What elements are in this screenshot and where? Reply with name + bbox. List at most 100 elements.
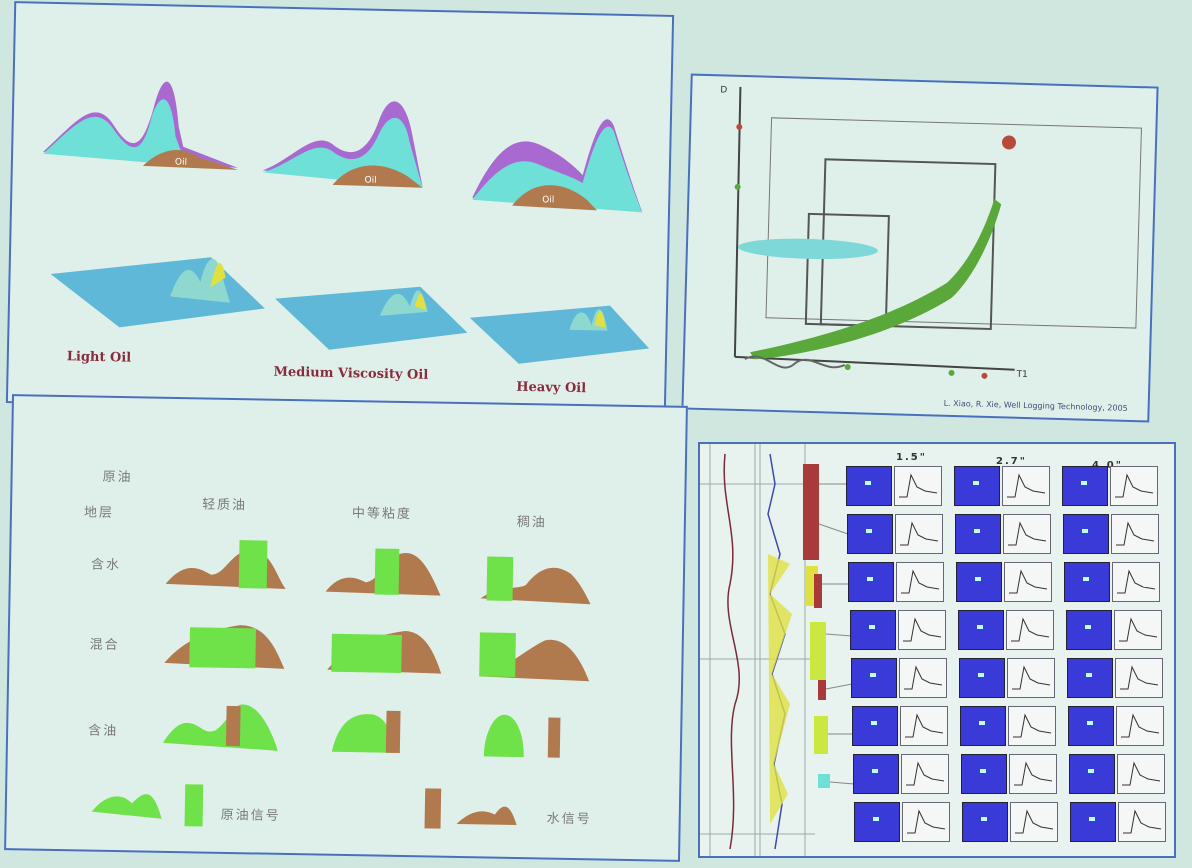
map-tile [1062,466,1108,506]
map-tile-dot [865,481,871,485]
map-tile [850,658,897,698]
distribution-plot [1010,802,1059,842]
y-axis [733,86,742,357]
map-tile-dot [872,769,879,773]
column-4-0: 4.0" [1092,460,1123,471]
well-log-diagram [700,444,855,856]
map-tile [955,514,1002,554]
cell-water-heavy [480,556,591,605]
map-tile-dot [1082,529,1089,533]
oil-tag-light: Oil [175,158,187,168]
map-tile-dot [868,625,875,629]
map-tile [849,610,896,650]
axis-y-label: D [720,85,727,95]
map-tile [853,754,900,794]
distribution-plot [898,658,947,698]
column-2-7: 2.7" [996,456,1027,467]
well-log-maps-panel: 1.5" 2.7" 4.0" [698,442,1176,858]
label-heavy-oil: Heavy Oil [516,379,587,397]
distribution-plot [1006,658,1055,698]
map-tile-dot [866,529,873,533]
distribution-plot [897,610,946,650]
signal-shapes [91,540,591,829]
log-tracks [700,444,815,856]
map-tile [854,802,901,842]
distribution-plot [1113,610,1162,650]
fluid-signal-matrix-panel: 原油 地层 轻质油 中等粘度 稠油 含水 混合 含油 原油信号 水信号 [4,394,688,862]
distribution-plot [1118,802,1167,842]
map-tile [956,562,1003,602]
map-tile-dot [1088,769,1095,773]
distribution-plot [1002,466,1050,506]
map-tile [847,514,894,554]
light-oil-3d-map [50,257,265,328]
distribution-plot [1110,466,1158,506]
map-tile-dot [1087,721,1093,725]
distribution-plot [1112,562,1161,602]
map-tile-dot [980,769,987,773]
map-tile [1069,754,1116,794]
map-tile [1070,802,1117,842]
distribution-plot [1009,754,1058,794]
cell-water-medium [325,548,441,596]
map-tile [961,754,1008,794]
spectra-diagram: Oil Oil Oil [43,81,650,364]
t2-map-grid [846,466,1174,856]
map-tile-dot [1081,481,1087,485]
distribution-plot [1117,754,1166,794]
t1-d-crossplot-panel: T1 D L. Xiao, R. Xie, Well Logging Techn… [681,73,1159,423]
map-tile-dot [869,673,876,677]
cell-mixed-heavy [479,632,590,682]
distribution-plot [895,514,944,554]
map-tile-dot [979,721,985,725]
map-tile-dot [973,481,979,485]
map-tile [852,706,898,746]
legend-oil-shape [91,784,204,827]
cell-oil-heavy [483,714,561,758]
map-tile-dot [976,625,983,629]
oil-cluster [750,199,1002,360]
light-oil-spectrum: Oil [43,81,238,170]
distribution-plot [1116,706,1164,746]
map-tile [1065,610,1112,650]
distribution-plot [1004,562,1053,602]
map-tile-dot [867,577,874,581]
map-tile [1068,706,1114,746]
distribution-plot [900,706,948,746]
map-tile [960,706,1006,746]
label-medium-oil: Medium Viscosity Oil [273,364,429,383]
cell-mixed-light [164,625,285,669]
nmr-spectra-panel: Oil Oil Oil [5,1,675,417]
map-tile [957,610,1004,650]
column-1-5: 1.5" [896,452,927,463]
medium-oil-spectrum: Oil [262,101,423,188]
map-tile-dot [975,577,982,581]
distribution-plot [1114,658,1163,698]
x-axis [734,355,1015,371]
distribution-plot [1003,514,1052,554]
cell-oil-medium [331,710,401,753]
crossplot-diagram: T1 D [720,85,1142,380]
map-tile-dot [1084,625,1091,629]
cell-water-light [165,540,286,589]
label-light-oil: Light Oil [66,349,132,366]
map-tile [954,466,1000,506]
distribution-plot [1008,706,1056,746]
legend-water-shape [424,788,517,829]
distribution-plot [894,466,942,506]
oil-tag-heavy: Oil [542,195,554,205]
distribution-plot [901,754,950,794]
distribution-plot [902,802,951,842]
distribution-plot [1005,610,1054,650]
map-tile [1063,514,1110,554]
map-tile-dot [977,673,984,677]
distribution-plot [1111,514,1160,554]
distribution-plot [896,562,945,602]
cell-mixed-medium [327,631,442,674]
map-tile-dot [974,529,981,533]
heavy-oil-3d-map [469,305,650,364]
medium-oil-3d-map [275,286,468,350]
map-tile [846,466,892,506]
axis-x-label: T1 [1015,370,1028,380]
water-cluster [737,238,878,260]
